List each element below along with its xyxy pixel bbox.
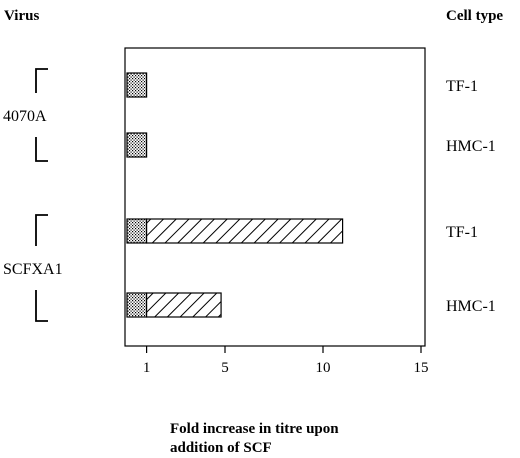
virus-header: Virus: [4, 8, 39, 24]
bar-base-2: [126, 132, 148, 158]
virus-label-1: 4070A: [3, 108, 47, 125]
cell-type-header: Cell type: [446, 8, 503, 24]
cell-type-label-1: TF-1: [446, 78, 478, 95]
plot-frame: [124, 47, 426, 347]
bar-increase-3: [146, 218, 344, 244]
x-tick-label-1: 1: [143, 360, 151, 376]
bar-base-3: [126, 218, 148, 244]
group-brackets: 4070A SCFXA1: [3, 68, 63, 322]
group-bracket-1: [35, 68, 48, 162]
group-bracket-2: [35, 214, 48, 322]
x-axis-label-line1: Fold increase in titre upon: [170, 421, 339, 437]
x-tick-label-3: 10: [316, 360, 331, 376]
cell-type-label-4: HMC-1: [446, 298, 496, 315]
x-axis-ticks: 1 5 10 15: [143, 346, 429, 376]
bar-base-1: [126, 72, 148, 98]
bars-layer: [126, 72, 344, 318]
bar-increase-4: [146, 292, 222, 318]
cell-type-labels: TF-1 HMC-1 TF-1 HMC-1: [446, 78, 496, 315]
x-tick-label-2: 5: [221, 360, 229, 376]
bar-base-4: [126, 292, 148, 318]
virus-label-2: SCFXA1: [3, 261, 63, 278]
cell-type-label-3: TF-1: [446, 224, 478, 241]
x-tick-label-4: 15: [414, 360, 429, 376]
cell-type-label-2: HMC-1: [446, 138, 496, 155]
x-axis-label-line2: addition of SCF: [170, 440, 272, 456]
